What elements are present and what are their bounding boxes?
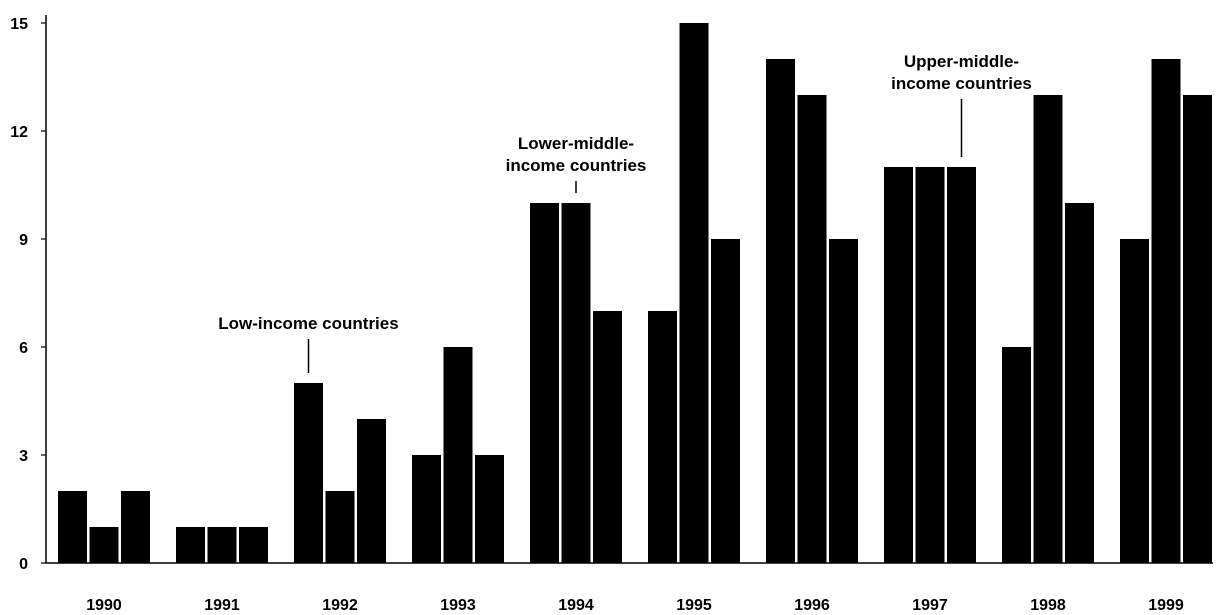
- bar: [797, 95, 827, 563]
- bars: [58, 23, 1212, 563]
- bar: [947, 167, 976, 563]
- bar: [239, 527, 268, 563]
- x-axis: 1990 1991 1992 1993 1994 1995 1996 1997 1998 1999: [46, 562, 1213, 614]
- annotation-label: Upper-middle-: [904, 52, 1019, 71]
- bar: [357, 419, 386, 563]
- bar: [1065, 203, 1094, 563]
- bar: [530, 203, 559, 563]
- bar: [89, 527, 119, 563]
- y-tick-label: 0: [19, 556, 28, 573]
- x-tick-label: 1992: [322, 597, 358, 614]
- bar: [593, 311, 622, 563]
- x-tick-label: 1997: [912, 597, 948, 614]
- bar: [884, 167, 913, 563]
- x-tick-label: 1990: [86, 597, 122, 614]
- bar: [915, 167, 945, 563]
- bar: [121, 491, 150, 563]
- annotation-label: Lower-middle-: [518, 134, 634, 153]
- x-tick-label: 1993: [440, 597, 476, 614]
- bar: [679, 23, 709, 563]
- bar: [325, 491, 355, 563]
- bar: [1002, 347, 1031, 563]
- bar: [443, 347, 473, 563]
- annotation-label: Low-income countries: [218, 314, 398, 333]
- x-tick-label: 1996: [794, 597, 830, 614]
- x-tick-label: 1998: [1030, 597, 1066, 614]
- x-tick-label: 1991: [204, 597, 240, 614]
- bar: [176, 527, 205, 563]
- y-tick-label: 9: [19, 232, 28, 249]
- bar: [648, 311, 677, 563]
- bar: [207, 527, 237, 563]
- bar: [475, 455, 504, 563]
- x-tick-label: 1995: [676, 597, 712, 614]
- bar: [412, 455, 441, 563]
- y-axis: 0 3 6 9 12 15: [10, 15, 47, 573]
- y-tick-label: 12: [10, 124, 28, 141]
- bar: [1120, 239, 1149, 563]
- annotations: Low-income countries Lower-middle-income …: [218, 52, 1032, 373]
- x-tick-label: 1999: [1148, 597, 1184, 614]
- bar: [58, 491, 87, 563]
- y-tick-label: 6: [19, 340, 28, 357]
- y-tick-label: 15: [10, 16, 28, 33]
- bar: [1033, 95, 1063, 563]
- bar: [766, 59, 795, 563]
- annotation-label: income countries: [506, 156, 647, 175]
- bar: [711, 239, 740, 563]
- x-tick-label: 1994: [558, 597, 594, 614]
- bar: [1151, 59, 1181, 563]
- annotation-label: income countries: [891, 74, 1032, 93]
- bar: [1183, 95, 1212, 563]
- y-tick-label: 3: [19, 448, 28, 465]
- bar: [294, 383, 323, 563]
- bar: [829, 239, 858, 563]
- bar: [561, 203, 591, 563]
